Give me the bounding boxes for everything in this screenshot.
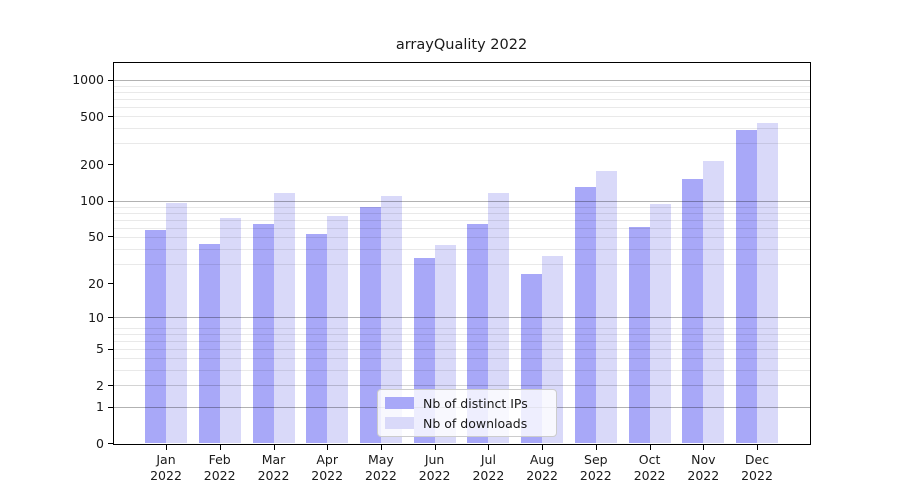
legend-row-distinct-ips: Nb of distinct IPs bbox=[385, 394, 549, 412]
xtick-label-may: May 2022 bbox=[364, 452, 397, 483]
xtick-mark-may bbox=[380, 445, 382, 450]
ytick-mark-5 bbox=[108, 348, 113, 350]
xtick-label-sep: Sep 2022 bbox=[579, 452, 612, 483]
xtick-label-apr: Apr 2022 bbox=[311, 452, 344, 483]
xtick-mark-nov bbox=[703, 445, 705, 450]
ytick-label-1000: 1000 bbox=[72, 72, 104, 88]
bar-ips-nov bbox=[682, 179, 704, 443]
bar-downloads-oct bbox=[649, 203, 671, 443]
bar-downloads-jul bbox=[488, 193, 510, 443]
xtick-label-oct: Oct 2022 bbox=[633, 452, 666, 483]
xtick-label-jun: Jun 2022 bbox=[418, 452, 451, 483]
ytick-mark-50 bbox=[108, 236, 113, 238]
legend: Nb of distinct IPs Nb of downloads bbox=[377, 389, 557, 437]
xtick-label-nov: Nov 2022 bbox=[687, 452, 720, 483]
bar-ips-feb bbox=[198, 244, 220, 443]
ytick-mark-1 bbox=[108, 406, 113, 408]
bar-downloads-sep bbox=[595, 171, 617, 443]
legend-label-distinct-ips: Nb of distinct IPs bbox=[423, 395, 528, 411]
bar-ips-mar bbox=[252, 223, 274, 443]
ytick-mark-0 bbox=[108, 443, 113, 444]
bar-downloads-mar bbox=[273, 193, 295, 443]
xtick-mark-aug bbox=[542, 445, 544, 450]
bar-downloads-jan bbox=[166, 202, 187, 443]
ytick-label-5: 5 bbox=[96, 341, 104, 357]
xtick-label-jan: Jan 2022 bbox=[150, 452, 182, 483]
ytick-mark-2 bbox=[108, 385, 113, 387]
plot-area bbox=[113, 62, 811, 445]
ytick-label-50: 50 bbox=[88, 228, 104, 244]
xtick-mark-oct bbox=[649, 445, 651, 450]
legend-row-downloads: Nb of downloads bbox=[385, 414, 549, 432]
xtick-mark-jun bbox=[434, 445, 436, 450]
ytick-mark-500 bbox=[108, 116, 113, 118]
bar-downloads-apr bbox=[327, 216, 349, 443]
xtick-mark-dec bbox=[757, 445, 758, 450]
legend-label-downloads: Nb of downloads bbox=[423, 415, 528, 431]
xtick-mark-jan bbox=[166, 445, 167, 450]
bar-ips-apr bbox=[306, 234, 328, 443]
bar-downloads-nov bbox=[703, 160, 725, 443]
bar-ips-may bbox=[359, 206, 381, 443]
bar-ips-sep bbox=[574, 186, 596, 443]
ytick-mark-20 bbox=[108, 283, 113, 284]
bar-ips-dec bbox=[736, 130, 757, 443]
xtick-label-mar: Mar 2022 bbox=[257, 452, 290, 483]
ytick-label-1: 1 bbox=[96, 399, 104, 415]
ytick-label-0: 0 bbox=[96, 435, 104, 451]
bar-downloads-feb bbox=[219, 217, 241, 443]
ytick-label-10: 10 bbox=[88, 309, 104, 325]
bar-downloads-may bbox=[380, 196, 402, 443]
ytick-label-2: 2 bbox=[96, 377, 104, 393]
xtick-label-dec: Dec 2022 bbox=[741, 452, 773, 483]
xtick-label-jul: Jul 2022 bbox=[472, 452, 505, 483]
xtick-mark-jul bbox=[488, 445, 490, 450]
ytick-mark-200 bbox=[108, 164, 113, 166]
xtick-label-feb: Feb 2022 bbox=[203, 452, 236, 483]
xtick-mark-apr bbox=[327, 445, 329, 450]
bar-ips-jul bbox=[467, 223, 489, 443]
chart-title: arrayQuality 2022 bbox=[395, 37, 528, 53]
ytick-label-100: 100 bbox=[80, 193, 104, 208]
bar-ips-oct bbox=[628, 227, 650, 443]
bars-layer bbox=[114, 63, 810, 444]
bar-downloads-dec bbox=[757, 122, 778, 443]
ytick-mark-100 bbox=[108, 200, 113, 202]
ytick-label-20: 20 bbox=[88, 275, 104, 291]
xtick-label-aug: Aug 2022 bbox=[526, 452, 558, 483]
legend-swatch-distinct-ips bbox=[385, 397, 414, 409]
ytick-mark-1000 bbox=[108, 79, 113, 81]
ytick-mark-10 bbox=[108, 317, 113, 318]
xtick-mark-mar bbox=[273, 445, 275, 450]
xtick-mark-sep bbox=[595, 445, 597, 450]
bar-ips-jan bbox=[145, 229, 166, 443]
ytick-label-200: 200 bbox=[80, 156, 104, 172]
legend-swatch-downloads bbox=[385, 417, 414, 429]
ytick-label-500: 500 bbox=[80, 108, 104, 124]
xtick-mark-feb bbox=[219, 445, 221, 450]
